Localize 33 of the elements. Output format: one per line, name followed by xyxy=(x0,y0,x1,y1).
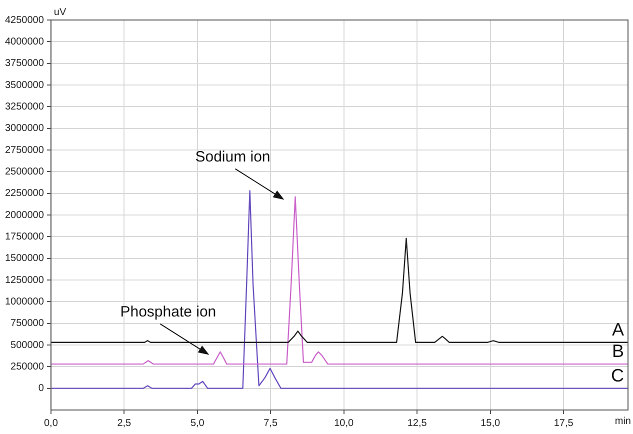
y-axis-title: uV xyxy=(54,6,66,18)
y-tick-label: 2750000 xyxy=(4,144,44,156)
y-tick-label: 750000 xyxy=(10,318,44,330)
x-tick-label: 5,0 xyxy=(190,418,205,429)
y-tick-label: 1500000 xyxy=(4,253,44,264)
y-tick-label: 3750000 xyxy=(4,58,44,70)
y-tick-label: 1250000 xyxy=(4,274,44,286)
x-tick-label: 17,5 xyxy=(554,418,574,429)
series-label: A xyxy=(612,319,624,340)
y-tick-label: 250000 xyxy=(10,361,44,372)
x-tick-label: 12,5 xyxy=(407,418,428,429)
x-tick-label: 10,0 xyxy=(334,418,354,429)
y-tick-label: 4250000 xyxy=(4,14,44,26)
y-tick-label: 2500000 xyxy=(4,166,44,178)
series-label: C xyxy=(611,365,624,386)
y-tick-label: 0 xyxy=(38,383,44,394)
y-tick-label: 3000000 xyxy=(4,123,44,134)
y-tick-label: 3250000 xyxy=(4,101,44,112)
x-axis-title: min xyxy=(614,416,631,427)
x-tick-label: 15,0 xyxy=(480,418,500,429)
series-label: B xyxy=(612,341,624,362)
y-tick-label: 2250000 xyxy=(4,188,44,200)
y-tick-label: 2000000 xyxy=(4,210,44,221)
annotation: Phosphate ion xyxy=(120,304,216,321)
y-tick-label: 1750000 xyxy=(4,231,44,242)
y-tick-label: 1000000 xyxy=(4,296,44,308)
x-tick-label: 2,5 xyxy=(117,418,132,429)
annotation: Sodium ion xyxy=(195,148,270,166)
x-tick-label: 7,5 xyxy=(264,418,278,429)
y-tick-label: 500000 xyxy=(10,340,44,351)
y-tick-label: 3500000 xyxy=(4,80,44,91)
y-tick-label: 4000000 xyxy=(4,36,44,48)
x-tick-label: 0,0 xyxy=(44,418,58,429)
